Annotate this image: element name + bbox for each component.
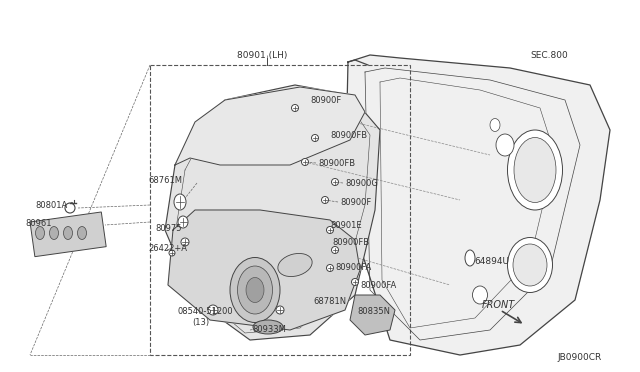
Circle shape — [326, 227, 333, 234]
Ellipse shape — [174, 194, 186, 210]
Circle shape — [169, 250, 175, 256]
Text: 80900F: 80900F — [340, 198, 371, 206]
Polygon shape — [168, 210, 360, 330]
Circle shape — [301, 158, 308, 166]
Ellipse shape — [63, 227, 72, 240]
Circle shape — [351, 279, 358, 285]
Ellipse shape — [246, 278, 264, 302]
Circle shape — [332, 247, 339, 253]
Text: 80900FA: 80900FA — [335, 263, 371, 272]
Circle shape — [276, 306, 284, 314]
Ellipse shape — [514, 138, 556, 202]
Circle shape — [208, 305, 218, 315]
Text: 80961: 80961 — [25, 218, 51, 228]
Ellipse shape — [465, 250, 475, 266]
Circle shape — [181, 238, 189, 246]
Text: 80900F: 80900F — [310, 96, 341, 105]
Ellipse shape — [513, 244, 547, 286]
Text: 80901E: 80901E — [330, 221, 362, 230]
Text: 80901 (LH): 80901 (LH) — [237, 51, 287, 60]
Text: (13): (13) — [192, 318, 209, 327]
Bar — [30, 212, 106, 257]
Polygon shape — [175, 87, 365, 165]
Ellipse shape — [35, 227, 45, 240]
Circle shape — [321, 196, 328, 203]
Ellipse shape — [237, 266, 273, 314]
Text: 80900FB: 80900FB — [318, 158, 355, 167]
Polygon shape — [350, 295, 395, 335]
Text: 80900G: 80900G — [345, 179, 378, 187]
Circle shape — [312, 135, 319, 141]
Ellipse shape — [496, 134, 514, 156]
Ellipse shape — [472, 286, 488, 304]
Text: 80933M: 80933M — [252, 326, 286, 334]
Circle shape — [326, 264, 333, 272]
Ellipse shape — [508, 130, 563, 210]
Ellipse shape — [253, 320, 283, 334]
Text: 08540-51200: 08540-51200 — [178, 308, 234, 317]
Bar — [150, 65, 410, 355]
Text: JB0900CR: JB0900CR — [557, 353, 601, 362]
Text: 80801A: 80801A — [35, 201, 67, 209]
Text: SEC.800: SEC.800 — [530, 51, 568, 60]
Text: 64894U: 64894U — [474, 257, 509, 266]
Ellipse shape — [178, 216, 188, 228]
Polygon shape — [345, 55, 610, 355]
Ellipse shape — [49, 227, 58, 240]
Text: 68761M: 68761M — [148, 176, 182, 185]
Ellipse shape — [278, 253, 312, 276]
Text: 80900FB: 80900FB — [330, 131, 367, 140]
Circle shape — [291, 105, 298, 112]
Ellipse shape — [77, 227, 86, 240]
Ellipse shape — [230, 257, 280, 323]
Text: 80900FA: 80900FA — [360, 280, 396, 289]
Circle shape — [332, 179, 339, 186]
Text: 26422+A: 26422+A — [148, 244, 187, 253]
Text: 68781N: 68781N — [313, 298, 346, 307]
Ellipse shape — [490, 119, 500, 131]
Polygon shape — [165, 85, 380, 340]
Text: 80900FB: 80900FB — [332, 237, 369, 247]
Text: 80975: 80975 — [155, 224, 182, 232]
Circle shape — [65, 203, 75, 213]
Text: FRONT: FRONT — [482, 300, 515, 310]
Ellipse shape — [508, 237, 552, 292]
Text: 80835N: 80835N — [357, 308, 390, 317]
